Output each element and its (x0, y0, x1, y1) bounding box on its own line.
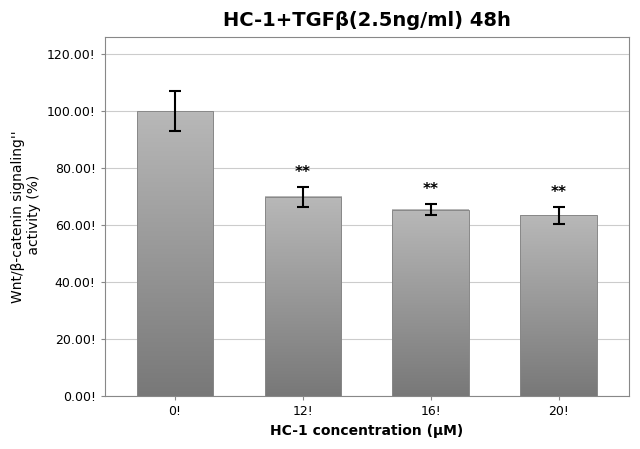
Text: **: ** (295, 165, 311, 180)
Text: **: ** (550, 185, 566, 200)
Y-axis label: Wnt/β-catenin signaling''
 activity (%): Wnt/β-catenin signaling'' activity (%) (11, 131, 42, 303)
Bar (520, 216, 597, 396)
Text: **: ** (423, 182, 439, 197)
X-axis label: HC-1 concentration (μM): HC-1 concentration (μM) (270, 424, 463, 438)
Bar (392, 210, 469, 396)
Title: HC-1+TGFβ(2.5ng/ml) 48h: HC-1+TGFβ(2.5ng/ml) 48h (223, 11, 511, 30)
Bar (264, 197, 341, 396)
Bar (137, 111, 213, 396)
